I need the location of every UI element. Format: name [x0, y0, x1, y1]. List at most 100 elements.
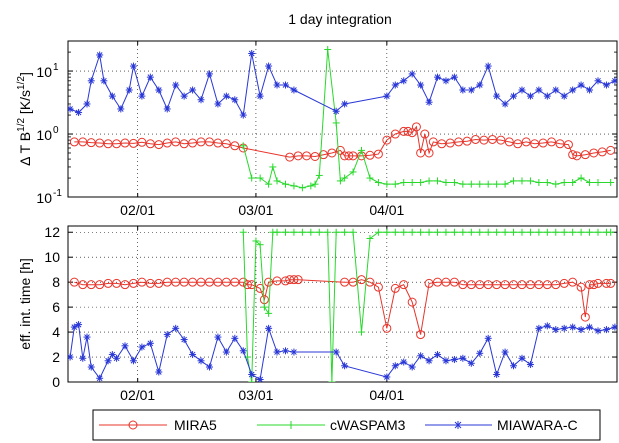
miawara-c-point: [434, 73, 442, 81]
cwaspam3-point: [269, 163, 277, 171]
miawara-c-point: [83, 100, 91, 108]
miawara-c-point: [239, 347, 247, 355]
miawara-c-point: [425, 98, 433, 106]
cwaspam3-point: [543, 228, 551, 236]
legend-entry-mira5: MIRA5: [99, 417, 217, 433]
miawara-c-point: [484, 334, 492, 342]
cwaspam3-point: [476, 228, 484, 236]
mira5-point: [154, 140, 164, 150]
miawara-c-point: [543, 322, 551, 330]
y-tick-label: 0: [52, 374, 60, 390]
top-series: [68, 45, 617, 192]
miawara-c-point: [68, 353, 74, 361]
mira5-point: [449, 277, 459, 287]
mira5-point: [310, 151, 320, 161]
cwaspam3-point: [577, 174, 585, 182]
mira5-point: [411, 122, 421, 132]
mira5-point: [204, 137, 214, 147]
mira5-point: [213, 138, 223, 148]
bottom-series: [68, 228, 617, 382]
mira5-point: [95, 138, 105, 148]
miawara-c-point: [83, 333, 91, 341]
miawara-c-point: [594, 77, 602, 85]
cwaspam3-point: [434, 177, 442, 185]
cwaspam3-point: [366, 234, 374, 242]
chart-title: 1 day integration: [288, 11, 392, 27]
cwaspam3-point: [518, 228, 526, 236]
miawara-c-point: [442, 77, 450, 85]
miawara-c-point: [108, 92, 116, 100]
miawara-c-point: [125, 86, 133, 94]
mira5-point: [572, 151, 582, 161]
miawara-c-point: [87, 77, 95, 85]
cwaspam3-point: [349, 228, 357, 236]
cwaspam3-point: [450, 228, 458, 236]
bottom-axes: 02/01 03/01 04/01 0 2 4 6 8 10 12: [44, 224, 617, 403]
cwaspam3-point: [510, 228, 518, 236]
x-tick-label: 02/01: [120, 387, 155, 403]
miawara-c-point: [510, 362, 518, 370]
cwaspam3-point: [366, 174, 374, 182]
cwaspam3-point: [383, 228, 391, 236]
miawara-c-point: [602, 81, 610, 89]
mira5-point: [128, 278, 138, 288]
cwaspam3-point: [594, 228, 602, 236]
legend-entry-miawara-c: MIAWARA-C: [425, 417, 578, 433]
miawara-c-point: [197, 357, 205, 365]
series-cwaspam3: [239, 45, 615, 192]
mira5-point: [424, 148, 434, 158]
miawara-c-point: [146, 339, 154, 347]
miawara-c-point: [493, 371, 501, 379]
miawara-c-point: [434, 351, 442, 359]
mira5-point: [390, 283, 400, 293]
y-tick-label: 10: [36, 190, 52, 206]
cwaspam3-point: [315, 171, 323, 179]
mira5-point: [454, 137, 464, 147]
miawara-c-point: [594, 327, 602, 335]
cwaspam3-point: [248, 174, 256, 182]
miawara-c-point: [332, 348, 340, 356]
miawara-c-point: [75, 321, 83, 329]
mira5-point: [513, 139, 523, 149]
mira5-point: [344, 151, 354, 161]
miawara-c-point: [281, 347, 289, 355]
miawara-c-point: [248, 49, 256, 57]
miawara-c-point: [450, 73, 458, 81]
mira5-point: [179, 139, 189, 149]
miawara-c-point: [459, 86, 467, 94]
miawara-c-point: [96, 51, 104, 59]
mira5-point: [407, 128, 417, 138]
miawara-c-point: [205, 363, 213, 371]
x-tick-label: 04/01: [369, 202, 404, 218]
mira5-point: [78, 137, 88, 147]
miawara-c-point: [569, 323, 577, 331]
series-mira5: [69, 122, 616, 162]
miawara-c-point: [129, 62, 137, 70]
cwaspam3-point: [484, 180, 492, 188]
mira5-point: [382, 323, 392, 333]
cwaspam3-point: [543, 178, 551, 186]
cwaspam3-point: [442, 228, 450, 236]
miawara-c-point: [273, 348, 281, 356]
mira5-point: [555, 139, 565, 149]
miawara-c-point: [256, 92, 264, 100]
mira5-point: [580, 312, 590, 322]
miawara-c-point: [180, 336, 188, 344]
cwaspam3-point: [391, 228, 399, 236]
miawara-c-point: [408, 363, 416, 371]
miawara-c-point: [467, 86, 475, 94]
mira5-point: [559, 278, 569, 288]
miawara-c-point: [400, 358, 408, 366]
series-miawara-c: [68, 49, 617, 119]
miawara-c-point: [265, 62, 273, 70]
cwaspam3-point: [560, 178, 568, 186]
cwaspam3-point: [298, 184, 306, 192]
series-cwaspam3: [239, 228, 615, 382]
cwaspam3-point: [577, 228, 585, 236]
mira5-point: [230, 141, 240, 151]
miawara-c-point: [163, 331, 171, 339]
mira5-point: [420, 129, 430, 139]
mira5-point: [390, 129, 400, 139]
miawara-c-point: [425, 357, 433, 365]
mira5-point: [424, 278, 434, 288]
